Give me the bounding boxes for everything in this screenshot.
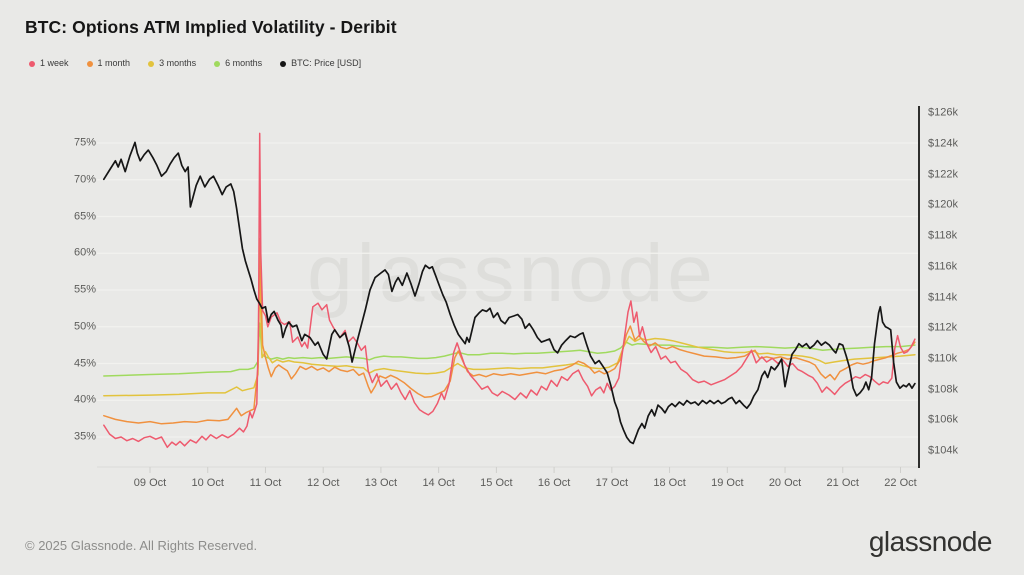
legend-label-1-week: 1 week: [40, 58, 69, 68]
y-axis-left-label: 55%: [73, 283, 96, 296]
legend-dot-1-week: [29, 60, 35, 67]
y-axis-right-label: $118k: [928, 229, 958, 242]
series-line-1-month: [103, 237, 916, 425]
legend-label-1-month: 1 month: [97, 58, 131, 68]
x-axis-label: 17 Oct: [595, 477, 629, 489]
x-axis-label: 10 Oct: [191, 477, 224, 489]
y-axis-right-label: $114k: [928, 291, 958, 304]
series-line-btc-price-usd-: [102, 141, 916, 445]
x-axis-label: 21 Oct: [826, 477, 859, 489]
y-axis-right-label: $104k: [928, 444, 958, 457]
copyright-text: © 2025 Glassnode. All Rights Reserved.: [25, 538, 258, 553]
legend-dot-3-months: [148, 60, 155, 67]
y-axis-left-label: 50%: [73, 320, 96, 333]
legend-item-3-months[interactable]: 3 months: [148, 59, 196, 68]
y-axis-left-label: 65%: [73, 210, 96, 222]
x-axis-label: 22 Oct: [884, 477, 917, 489]
y-axis-left-label: 40%: [73, 393, 96, 406]
glassnode-logo: glassnode: [868, 526, 993, 557]
x-axis-label: 14 Oct: [422, 477, 455, 489]
legend-item-1-month[interactable]: 1 month: [86, 58, 131, 68]
y-axis-right-label: $124k: [928, 137, 958, 150]
x-axis-label: 15 Oct: [480, 477, 513, 489]
x-axis-label: 12 Oct: [306, 477, 340, 489]
x-axis-label: 19 Oct: [711, 477, 744, 489]
y-axis-right-label: $106k: [928, 413, 958, 426]
y-axis-right-label: $122k: [928, 168, 958, 181]
page-title: BTC: Options ATM Implied Volatility - De…: [25, 17, 397, 37]
legend-item-6-months[interactable]: 6 months: [214, 59, 262, 68]
y-axis-right-label: $110k: [928, 352, 958, 365]
series-line-6-months: [103, 322, 916, 377]
legend-item-btc-price[interactable]: BTC: Price [USD]: [280, 59, 361, 68]
series-line-1-week: [103, 132, 916, 449]
chart-legend: 1 week 1 month 3 months 6 months BTC: Price …: [29, 59, 361, 68]
y-axis-right-label: $126k: [928, 106, 958, 119]
y-axis-right-label: $112k: [928, 321, 958, 334]
series-line-3-months: [103, 274, 916, 397]
y-axis-left-label: 60%: [73, 246, 96, 259]
y-axis-left-label: 35%: [73, 430, 96, 443]
x-axis-label: 13 Oct: [364, 477, 398, 489]
glassnode-watermark: glassnode: [307, 228, 717, 319]
legend-label-btc-price: BTC: Price [USD]: [291, 58, 362, 68]
legend-item-1-week[interactable]: 1 week: [29, 59, 69, 68]
x-axis-label: 11 Oct: [249, 477, 282, 489]
x-axis-label: 20 Oct: [768, 477, 802, 489]
x-axis-label: 18 Oct: [653, 477, 686, 489]
legend-label-6-months: 6 months: [225, 58, 263, 68]
legend-label-3-months: 3 months: [159, 58, 197, 68]
x-axis-label: 16 Oct: [537, 477, 571, 489]
y-axis-left-label: 75%: [73, 136, 96, 149]
y-axis-right-label: $120k: [928, 198, 958, 211]
legend-dot-btc-price: [280, 60, 287, 67]
y-axis-left-label: 45%: [73, 357, 96, 369]
y-axis-right-label: $116k: [928, 260, 958, 273]
y-axis-right-label: $108k: [928, 383, 958, 396]
y-axis-left-label: 70%: [73, 173, 96, 186]
legend-dot-1-month: [86, 60, 93, 67]
legend-dot-6-months: [214, 60, 221, 67]
x-axis-label: 09 Oct: [133, 477, 167, 489]
